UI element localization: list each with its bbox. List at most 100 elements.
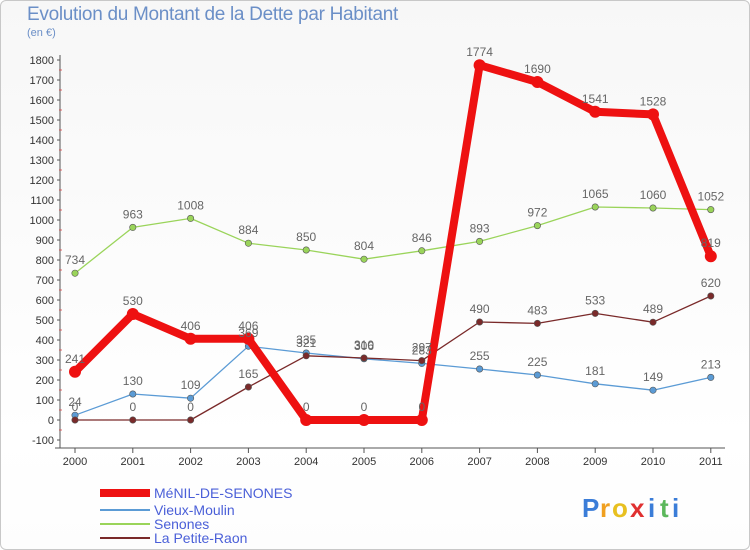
data-point xyxy=(707,292,715,300)
data-label: 893 xyxy=(470,221,490,235)
data-label: 850 xyxy=(296,230,316,244)
data-label: 963 xyxy=(123,207,143,221)
data-point xyxy=(360,255,368,263)
data-label: 24 xyxy=(68,395,82,409)
x-tick-label: 2007 xyxy=(467,456,491,468)
x-tick-label: 2006 xyxy=(410,456,434,468)
x-tick-label: 2001 xyxy=(121,456,145,468)
data-point xyxy=(129,390,137,398)
data-point xyxy=(476,365,484,373)
legend-label: Vieux-Moulin xyxy=(154,502,235,518)
data-point xyxy=(531,76,544,88)
data-point xyxy=(707,373,715,381)
y-tick-label: 1300 xyxy=(30,155,54,167)
brand-logo-letter: o xyxy=(612,493,628,523)
data-label: 0 xyxy=(129,400,136,414)
legend-label: La Petite-Raon xyxy=(154,530,247,546)
data-point xyxy=(69,365,81,378)
data-label: 181 xyxy=(585,364,605,378)
data-point xyxy=(704,250,717,263)
data-label: 213 xyxy=(701,357,721,371)
data-label: 406 xyxy=(238,319,258,333)
x-tick-label: 2010 xyxy=(641,456,665,468)
series-line-3 xyxy=(74,295,712,421)
y-tick-label: 1100 xyxy=(30,195,54,207)
data-point xyxy=(418,357,426,365)
data-point xyxy=(476,237,484,245)
data-label: 225 xyxy=(527,355,547,369)
data-label: 804 xyxy=(354,239,374,253)
data-label: 0 xyxy=(187,400,194,414)
x-tick-label: 2003 xyxy=(236,456,260,468)
data-label: 369 xyxy=(238,326,258,340)
data-label: 489 xyxy=(643,302,663,316)
x-tick-label: 2000 xyxy=(63,456,87,468)
data-label: 306 xyxy=(354,339,374,353)
y-tick-label: 800 xyxy=(36,255,54,267)
data-point xyxy=(71,416,79,424)
y-tick-label: 900 xyxy=(36,235,54,247)
chart-unit: (en €) xyxy=(27,27,56,39)
brand-logo-letter: t xyxy=(660,493,669,523)
data-point xyxy=(360,354,368,362)
brand-logo-letter: r xyxy=(600,493,610,523)
data-label: 1690 xyxy=(524,62,551,76)
data-point xyxy=(589,105,602,118)
data-point xyxy=(533,222,541,230)
y-tick-label: 1000 xyxy=(30,215,54,227)
data-label: 0 xyxy=(303,400,310,414)
data-point xyxy=(129,416,137,424)
brand-logo-letter: i xyxy=(648,493,655,523)
data-point xyxy=(649,386,657,394)
data-label: 283 xyxy=(412,343,432,357)
data-point xyxy=(244,383,252,391)
y-tick-label: 200 xyxy=(36,375,54,387)
data-label: 819 xyxy=(701,236,721,250)
data-point xyxy=(242,332,255,345)
data-label: 0 xyxy=(361,400,368,414)
data-point xyxy=(649,204,657,212)
data-label: 0 xyxy=(418,400,425,414)
data-label: 1052 xyxy=(697,190,724,204)
data-label: 109 xyxy=(181,378,201,392)
y-tick-label: 1200 xyxy=(30,175,54,187)
y-tick-label: 600 xyxy=(36,295,54,307)
brand-logo-letter: x xyxy=(630,493,645,523)
y-tick-label: -100 xyxy=(32,435,54,447)
data-label: 406 xyxy=(181,319,201,333)
data-label: 530 xyxy=(123,294,143,308)
data-label: 297 xyxy=(412,341,432,355)
data-label: 1528 xyxy=(640,94,667,108)
y-tick-label: 1700 xyxy=(30,75,54,87)
data-label: 734 xyxy=(65,253,85,267)
data-label: 1008 xyxy=(177,198,204,212)
data-point xyxy=(187,214,195,222)
data-point xyxy=(71,269,79,277)
data-label: 1774 xyxy=(466,45,493,59)
data-point xyxy=(415,414,428,426)
data-point xyxy=(591,203,599,211)
data-point xyxy=(358,414,370,426)
data-point xyxy=(473,59,486,72)
data-label: 972 xyxy=(527,206,547,220)
data-label: 1065 xyxy=(582,187,609,201)
data-point xyxy=(244,239,252,247)
data-label: 335 xyxy=(296,333,316,347)
data-label: 321 xyxy=(296,336,316,350)
data-label: 165 xyxy=(238,367,258,381)
x-tick-label: 2002 xyxy=(178,456,202,468)
y-tick-label: 0 xyxy=(48,415,54,427)
data-point xyxy=(591,309,599,317)
data-point xyxy=(649,318,657,326)
y-tick-label: 1500 xyxy=(30,115,54,127)
data-label: 490 xyxy=(470,302,490,316)
data-point xyxy=(187,394,195,402)
data-point xyxy=(476,318,484,326)
data-point xyxy=(418,247,426,255)
data-label: 620 xyxy=(701,276,721,290)
y-tick-label: 500 xyxy=(36,315,54,327)
data-point xyxy=(126,308,139,320)
data-point xyxy=(647,108,659,121)
y-tick-label: 400 xyxy=(36,335,54,347)
